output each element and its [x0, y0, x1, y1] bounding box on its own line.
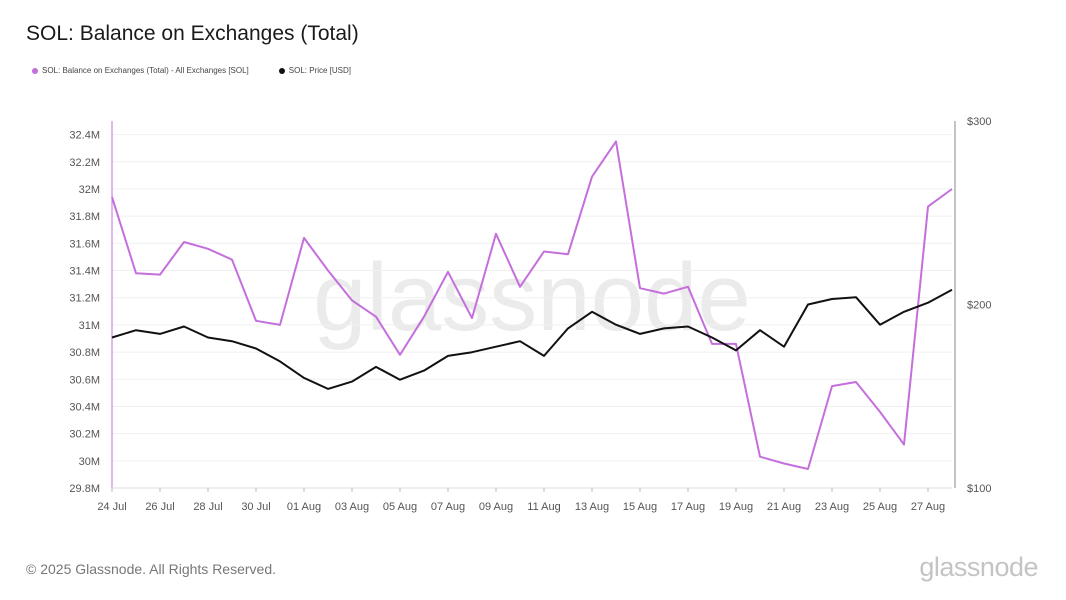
copyright-text: © 2025 Glassnode. All Rights Reserved. — [26, 561, 277, 577]
legend: SOL: Balance on Exchanges (Total) - All … — [32, 66, 351, 75]
legend-dot-price-icon — [278, 67, 285, 74]
x-tick-label: 03 Aug — [335, 501, 369, 513]
glassnode-logo: glassnode — [919, 552, 1038, 582]
y-left-tick-label: 31.6M — [69, 238, 100, 250]
legend-item-balance[interactable]: SOL: Balance on Exchanges (Total) - All … — [32, 66, 249, 75]
y-left-tick-label: 30.8M — [69, 347, 100, 359]
legend-label-balance: SOL: Balance on Exchanges (Total) - All … — [42, 66, 249, 75]
y-left-tick-label: 30.6M — [69, 374, 100, 386]
x-tick-label: 15 Aug — [623, 501, 657, 513]
y-left-tick-label: 32.2M — [69, 157, 100, 169]
x-tick-label: 30 Jul — [241, 501, 270, 513]
y-left-tick-label: 30M — [79, 456, 100, 468]
y-left-tick-label: 30.2M — [69, 429, 100, 441]
y-right-tick-label: $100 — [967, 483, 991, 495]
x-tick-label: 23 Aug — [815, 501, 849, 513]
x-tick-label: 11 Aug — [527, 501, 560, 513]
x-tick-label: 21 Aug — [767, 501, 801, 513]
series-line-price — [111, 288, 953, 390]
y-left-tick-label: 29.8M — [69, 483, 100, 495]
y-left-tick-label: 31.4M — [69, 266, 100, 278]
chart-title: SOL: Balance on Exchanges (Total) — [26, 22, 359, 45]
y-right-tick-label: $200 — [967, 300, 991, 312]
y-left-tick-label: 32M — [79, 184, 100, 196]
x-tick-label: 26 Jul — [145, 501, 174, 513]
y-left-tick-label: 31M — [79, 320, 100, 332]
x-tick-label: 01 Aug — [287, 501, 321, 513]
x-tick-label: 24 Jul — [97, 501, 126, 513]
legend-dot-balance-icon — [32, 67, 38, 74]
x-tick-label: 27 Aug — [911, 501, 945, 513]
y-right-tick-label: $300 — [967, 116, 991, 128]
x-tick-label: 09 Aug — [479, 501, 513, 513]
x-tick-label: 19 Aug — [719, 501, 753, 513]
x-tick-label: 13 Aug — [575, 501, 609, 513]
y-left-tick-label: 32.4M — [69, 130, 100, 142]
y-left-tick-label: 30.4M — [69, 401, 100, 413]
y-left-tick-label: 31.8M — [69, 211, 100, 223]
x-tick-label: 07 Aug — [431, 501, 465, 513]
x-tick-label: 28 Jul — [193, 501, 222, 513]
series-line-balance — [111, 140, 953, 470]
x-tick-label: 25 Aug — [863, 501, 897, 513]
x-tick-label: 05 Aug — [383, 501, 417, 513]
legend-label-price: SOL: Price [USD] — [288, 66, 352, 75]
x-tick-label: 17 Aug — [671, 501, 705, 513]
y-left-tick-label: 31.2M — [69, 293, 100, 305]
legend-item-price[interactable]: SOL: Price [USD] — [278, 66, 352, 75]
